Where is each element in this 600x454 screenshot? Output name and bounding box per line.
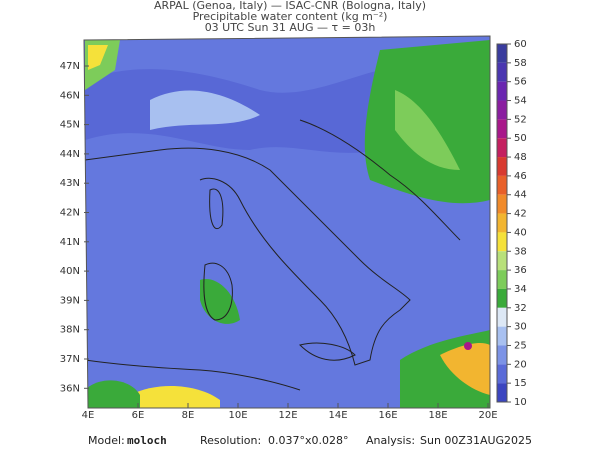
- footer-value: moloch: [127, 434, 167, 447]
- axes: 47N 46N 45N 44N 43N 42N 41N 40N 39N 38N 37N 36N 4E 6E…: [60, 39, 527, 421]
- colorbar-segment: [497, 270, 507, 289]
- lon-label: 4E: [82, 410, 95, 421]
- lat-label: 45N: [60, 120, 80, 131]
- colorbar-segment: [497, 119, 507, 139]
- colorbar-segment: [497, 383, 507, 402]
- colorbar-segment: [497, 307, 507, 327]
- header-line: ARPAL (Genoa, Italy) — ISAC-CNR (Bologna…: [154, 0, 426, 12]
- lon-label: 6E: [132, 410, 145, 421]
- colorbar-label: 42: [514, 209, 527, 220]
- field-area: [440, 343, 490, 395]
- colorbar-segment: [497, 213, 507, 233]
- colorbar-segment: [497, 288, 507, 308]
- lat-label: 39N: [60, 295, 80, 306]
- footer-label: Resolution:: [200, 434, 261, 447]
- coastline: [209, 188, 224, 230]
- coastline: [84, 147, 411, 366]
- footer-value: Sun 00Z31AUG2025: [420, 434, 532, 447]
- colorbar-segment: [497, 194, 507, 214]
- field-area: [200, 279, 240, 324]
- footer-label: Model:: [88, 434, 125, 447]
- field-area: [395, 90, 460, 170]
- field-area: [464, 342, 472, 350]
- colorbar-label: 50: [514, 133, 527, 144]
- lat-label: 43N: [60, 178, 80, 189]
- lat-label: 44N: [60, 149, 80, 160]
- lat-label: 40N: [60, 266, 80, 277]
- footer-label: Analysis:: [366, 434, 415, 447]
- coastline: [299, 342, 356, 361]
- colorbar-label: 58: [514, 58, 527, 69]
- map: [83, 35, 491, 409]
- colorbar-segment: [497, 232, 507, 252]
- colorbar-label: 20: [514, 359, 527, 370]
- lat-label: 38N: [60, 325, 80, 336]
- footer-value: 0.037°x0.028°: [268, 434, 349, 447]
- coastline: [299, 119, 461, 241]
- lon-label: 10E: [228, 410, 247, 421]
- header-line: 03 UTC Sun 31 AUG — τ = 03h: [205, 21, 376, 34]
- colorbar-label: 38: [514, 246, 527, 257]
- colorbar-frame: [496, 43, 508, 403]
- colorbar-label: 44: [514, 190, 527, 201]
- lat-label: 46N: [60, 90, 80, 101]
- colorbar-segment: [497, 62, 507, 82]
- colorbar-segment: [497, 138, 507, 158]
- lon-label: 12E: [278, 410, 297, 421]
- colorbar-segment: [497, 251, 507, 271]
- colorbar-label: 48: [514, 152, 527, 163]
- map-frame: [83, 35, 491, 409]
- field-area: [130, 385, 220, 408]
- colorbar-segment: [497, 100, 507, 120]
- colorbar-label: 25: [514, 340, 527, 351]
- colorbar-segment: [497, 326, 507, 346]
- lon-label: 18E: [428, 410, 447, 421]
- colorbar-segment: [497, 345, 507, 365]
- coastline: [203, 262, 233, 321]
- colorbar-label: 54: [514, 96, 527, 107]
- colorbar-label: 34: [514, 284, 527, 295]
- colorbar-label: 60: [514, 39, 527, 50]
- colorbar-segment: [497, 364, 507, 384]
- colorbar-label: 32: [514, 303, 527, 314]
- colorbar-segment: [497, 44, 507, 63]
- header-line: Precipitable water content (kg m⁻²): [193, 10, 388, 23]
- colorbar-segment: [497, 81, 507, 101]
- lat-label: 47N: [60, 61, 80, 72]
- colorbar-label: 46: [514, 171, 527, 182]
- colorbar-label: 40: [514, 227, 527, 238]
- lat-label: 36N: [60, 383, 80, 394]
- coastline: [84, 359, 301, 391]
- field-area: [88, 45, 108, 70]
- field-area: [150, 90, 260, 130]
- lat-label: 37N: [60, 354, 80, 365]
- lat-label: 42N: [60, 208, 80, 219]
- colorbar-label: 15: [514, 378, 527, 389]
- field-area: [85, 380, 140, 408]
- colorbar-label: 36: [514, 265, 527, 276]
- lat-label: 41N: [60, 237, 80, 248]
- lon-label: 14E: [328, 410, 347, 421]
- colorbar-segment: [497, 175, 507, 195]
- lon-label: 8E: [182, 410, 195, 421]
- colorbar-segment: [497, 157, 507, 176]
- colorbar-label: 52: [514, 114, 527, 125]
- lon-label: 16E: [378, 410, 397, 421]
- colorbar-label: 10: [514, 397, 527, 408]
- lon-label: 20E: [478, 410, 497, 421]
- colorbar-label: 30: [514, 322, 527, 333]
- colorbar-label: 56: [514, 77, 527, 88]
